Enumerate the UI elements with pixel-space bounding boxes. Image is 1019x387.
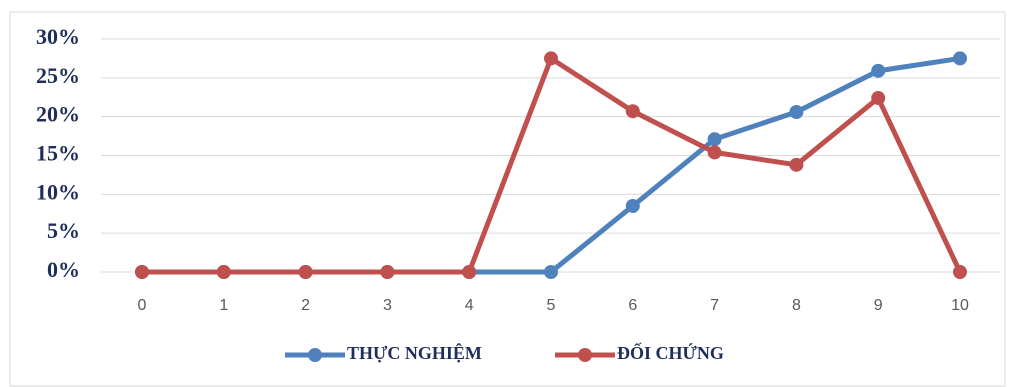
x-tick-label: 7 [710,297,719,314]
data-point [953,51,967,66]
legend-marker [308,348,322,362]
y-tick-label: 10% [36,179,80,204]
x-tick-label: 2 [301,297,310,314]
x-tick-label: 4 [465,297,474,314]
data-point [544,265,558,279]
data-point [380,265,395,279]
x-tick-label: 10 [951,297,969,314]
data-point [544,51,558,66]
x-tick-label: 0 [138,297,147,314]
y-tick-label: 30% [36,24,80,49]
x-tick-label: 5 [547,297,556,314]
legend-marker [578,348,592,362]
data-point [871,63,886,78]
data-point [707,145,722,160]
x-tick-label: 3 [383,297,392,314]
x-tick-label: 8 [792,297,801,314]
data-point [135,265,149,279]
legend-label: ĐỐI CHỨNG [617,342,724,363]
data-point [707,132,722,147]
data-point [789,105,804,120]
x-tick-label: 9 [874,297,883,314]
y-tick-label: 20% [36,102,80,127]
data-point [625,198,640,213]
data-point [953,265,967,279]
chart-frame [9,11,1006,387]
y-tick-label: 0% [47,257,80,282]
data-point [298,265,313,279]
data-point [789,157,804,172]
x-tick-label: 6 [628,297,637,314]
y-tick-label: 5% [47,218,80,243]
data-point [871,91,886,106]
data-point [216,265,231,279]
x-tick-label: 1 [219,297,228,314]
legend-label: THỰC NGHIỆM [347,342,482,363]
data-point [462,265,477,279]
series-line [142,55,961,275]
y-tick-label: 15% [36,141,80,166]
y-tick-label: 25% [36,63,80,88]
data-point [625,104,640,119]
